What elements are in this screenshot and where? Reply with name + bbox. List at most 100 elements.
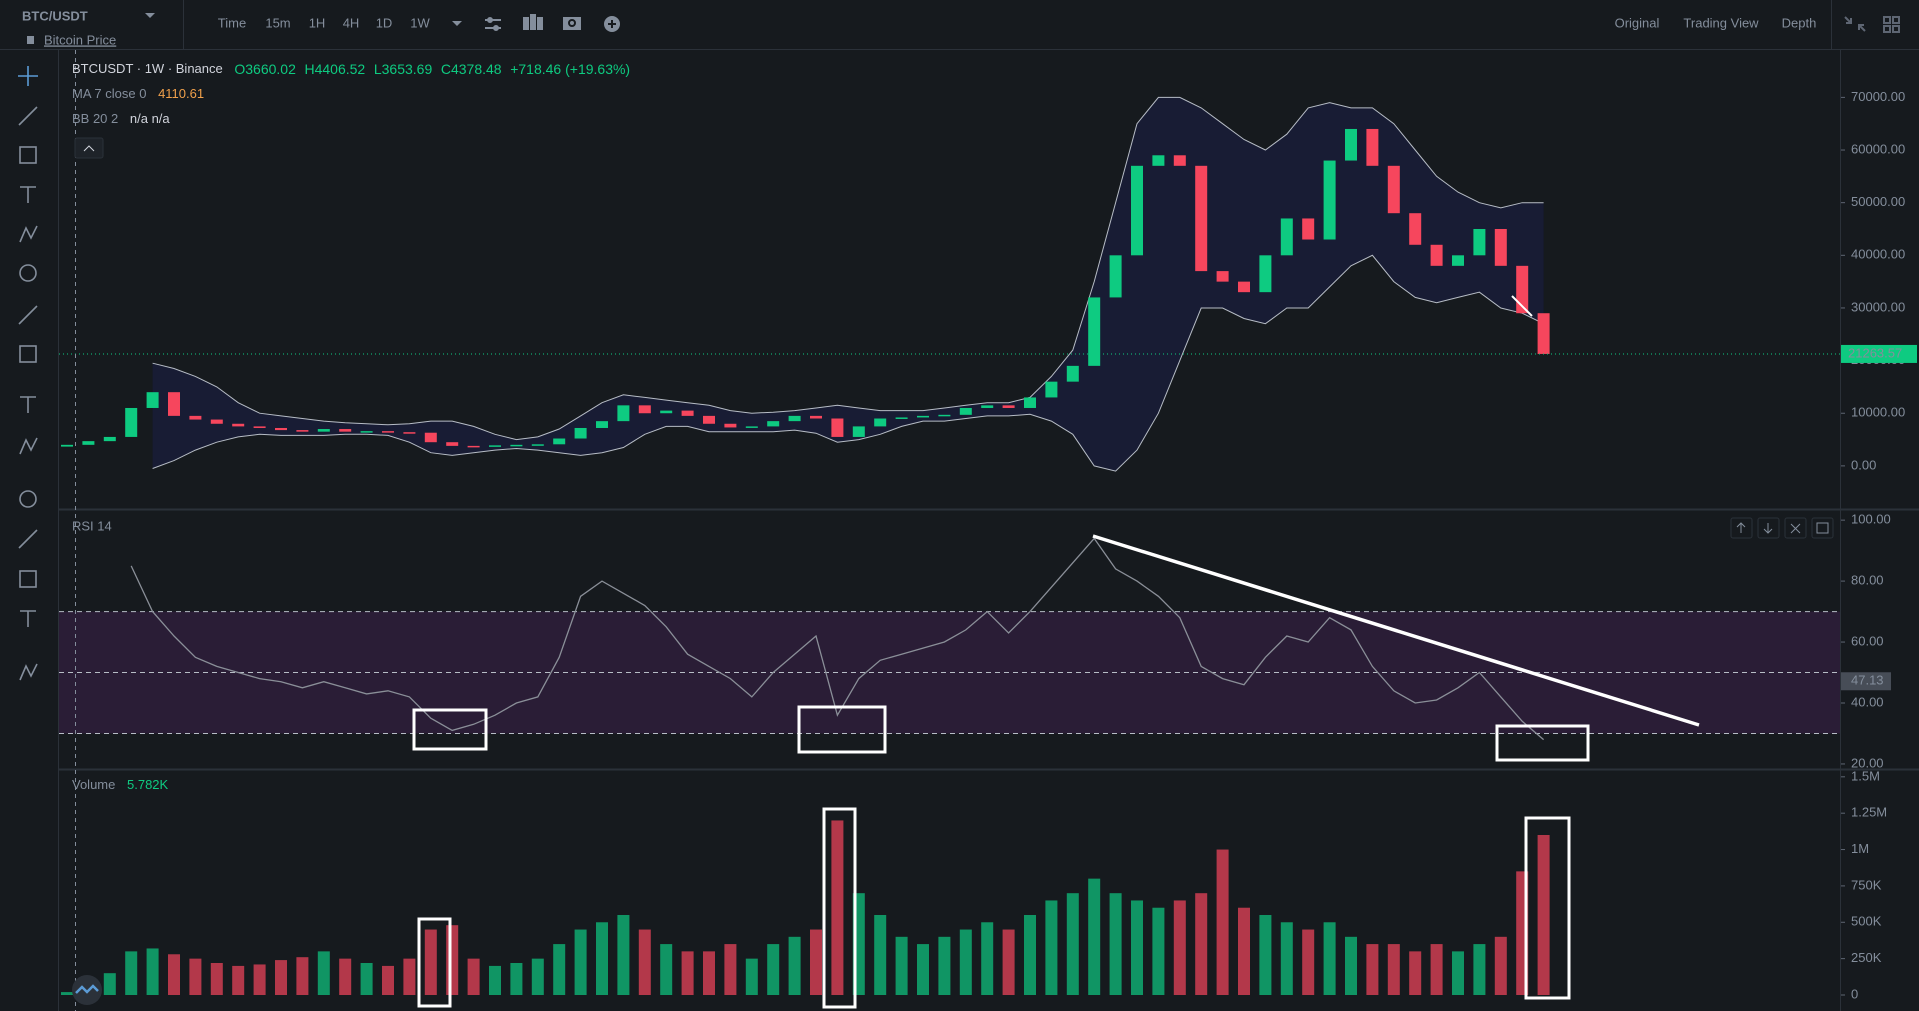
- rsi-tag-label: 47.13: [1851, 673, 1884, 688]
- volume-bar: [1323, 922, 1336, 995]
- candle: [1045, 381, 1058, 398]
- volume-bar: [210, 963, 223, 995]
- volume-bar: [510, 963, 523, 995]
- candle: [1345, 128, 1357, 161]
- candle: [788, 415, 801, 422]
- move-up[interactable]: [1730, 517, 1753, 539]
- volume-bar: [103, 973, 116, 995]
- interval[interactable]: 1W: [410, 15, 430, 30]
- candle: [1259, 255, 1272, 293]
- tool[interactable]: [18, 106, 38, 126]
- view-tab[interactable]: Depth: [1782, 15, 1817, 30]
- rsi-box[interactable]: [797, 705, 887, 754]
- candle: [874, 418, 887, 427]
- candle: [253, 426, 266, 428]
- price-drawing[interactable]: [1511, 295, 1533, 317]
- tool[interactable]: [19, 146, 37, 164]
- rsi-line: [130, 537, 1545, 741]
- interval[interactable]: 1H: [309, 15, 326, 30]
- tool[interactable]: [20, 396, 36, 413]
- candle: [959, 407, 972, 415]
- volume-bar: [1216, 849, 1229, 995]
- tool[interactable]: [20, 610, 36, 627]
- volume-bar: [596, 922, 608, 995]
- candle: [382, 431, 394, 433]
- candle: [745, 426, 758, 428]
- tool[interactable]: [19, 345, 37, 363]
- volume-bar: [489, 965, 501, 995]
- logo: [72, 975, 102, 1005]
- y-tick-label: 20.00: [1851, 755, 1884, 770]
- tool[interactable]: [19, 490, 37, 508]
- legend-title: BTCUSDT · 1W · Binance: [72, 61, 223, 76]
- volume-bar: [1238, 907, 1250, 995]
- volume-bar: [617, 915, 630, 995]
- symbol-dropdown[interactable]: [145, 13, 155, 18]
- y-tick-label: 250K: [1851, 950, 1882, 965]
- candle: [489, 445, 501, 447]
- candle: [895, 417, 908, 419]
- volume-bar: [1494, 936, 1507, 995]
- candle: [403, 432, 416, 434]
- interval[interactable]: Time: [218, 15, 246, 30]
- minimize[interactable]: [1844, 16, 1866, 32]
- volume-box[interactable]: [822, 807, 857, 1009]
- volume-bar: [1259, 915, 1272, 995]
- candle: [1216, 271, 1229, 282]
- volume-bar: [1131, 900, 1143, 995]
- rsi-box[interactable]: [412, 708, 488, 751]
- volume-box[interactable]: [1524, 816, 1571, 1000]
- y-tick-label: 1.25M: [1851, 805, 1887, 820]
- rsi-trendline[interactable]: [1092, 534, 1700, 727]
- tool[interactable]: [19, 225, 38, 243]
- maximize-pane[interactable]: [1811, 517, 1834, 539]
- interval[interactable]: 4H: [343, 15, 360, 30]
- interval[interactable]: 15m: [265, 15, 290, 30]
- volume-title: Volume: [72, 777, 115, 792]
- tool-icon: [18, 305, 38, 325]
- candle: [424, 432, 437, 443]
- tool[interactable]: [19, 264, 37, 282]
- tool-icon: [19, 437, 38, 455]
- screenshot[interactable]: [563, 17, 581, 30]
- symbol[interactable]: BTC/USDT: [22, 8, 88, 23]
- rsi-band: [59, 611, 1840, 734]
- volume-bar: [1280, 922, 1293, 995]
- view-tab[interactable]: Trading View: [1683, 15, 1759, 30]
- subtitle[interactable]: Bitcoin Price: [44, 32, 116, 47]
- add[interactable]: [604, 16, 620, 32]
- interval-bar: Time 15m 1H 4H 1D 1W: [218, 15, 431, 30]
- bollinger-upper: [152, 96, 1544, 441]
- chart-type[interactable]: [523, 14, 543, 30]
- volume-bar: [638, 929, 651, 995]
- candle: [210, 419, 223, 424]
- view-tab[interactable]: Original: [1615, 15, 1660, 30]
- tool[interactable]: [18, 305, 38, 325]
- candle: [1280, 218, 1293, 256]
- interval-dropdown[interactable]: [452, 21, 462, 26]
- volume-bar: [317, 951, 330, 995]
- candle: [1537, 313, 1550, 354]
- tool[interactable]: [19, 437, 38, 455]
- tool[interactable]: [20, 186, 36, 203]
- candle: [296, 430, 309, 432]
- tool[interactable]: [19, 663, 38, 681]
- volume-bar: [382, 965, 394, 995]
- layout[interactable]: [1883, 16, 1900, 33]
- interval[interactable]: 1D: [376, 15, 393, 30]
- rsi-box[interactable]: [1495, 724, 1590, 762]
- move-down[interactable]: [1757, 517, 1780, 539]
- candle: [1494, 228, 1507, 266]
- rsi-tag: [1841, 672, 1891, 691]
- candle: [1387, 165, 1400, 214]
- volume-bar: [1366, 944, 1379, 995]
- tool-icon: [18, 66, 38, 86]
- tool[interactable]: [18, 66, 38, 86]
- collapse-legend[interactable]: [74, 137, 104, 159]
- volume-box[interactable]: [417, 917, 452, 1008]
- volume-bar: [1066, 893, 1079, 995]
- tool[interactable]: [18, 529, 38, 549]
- close-pane[interactable]: [1784, 517, 1807, 539]
- indicator-settings[interactable]: [485, 17, 501, 31]
- tool[interactable]: [19, 570, 37, 588]
